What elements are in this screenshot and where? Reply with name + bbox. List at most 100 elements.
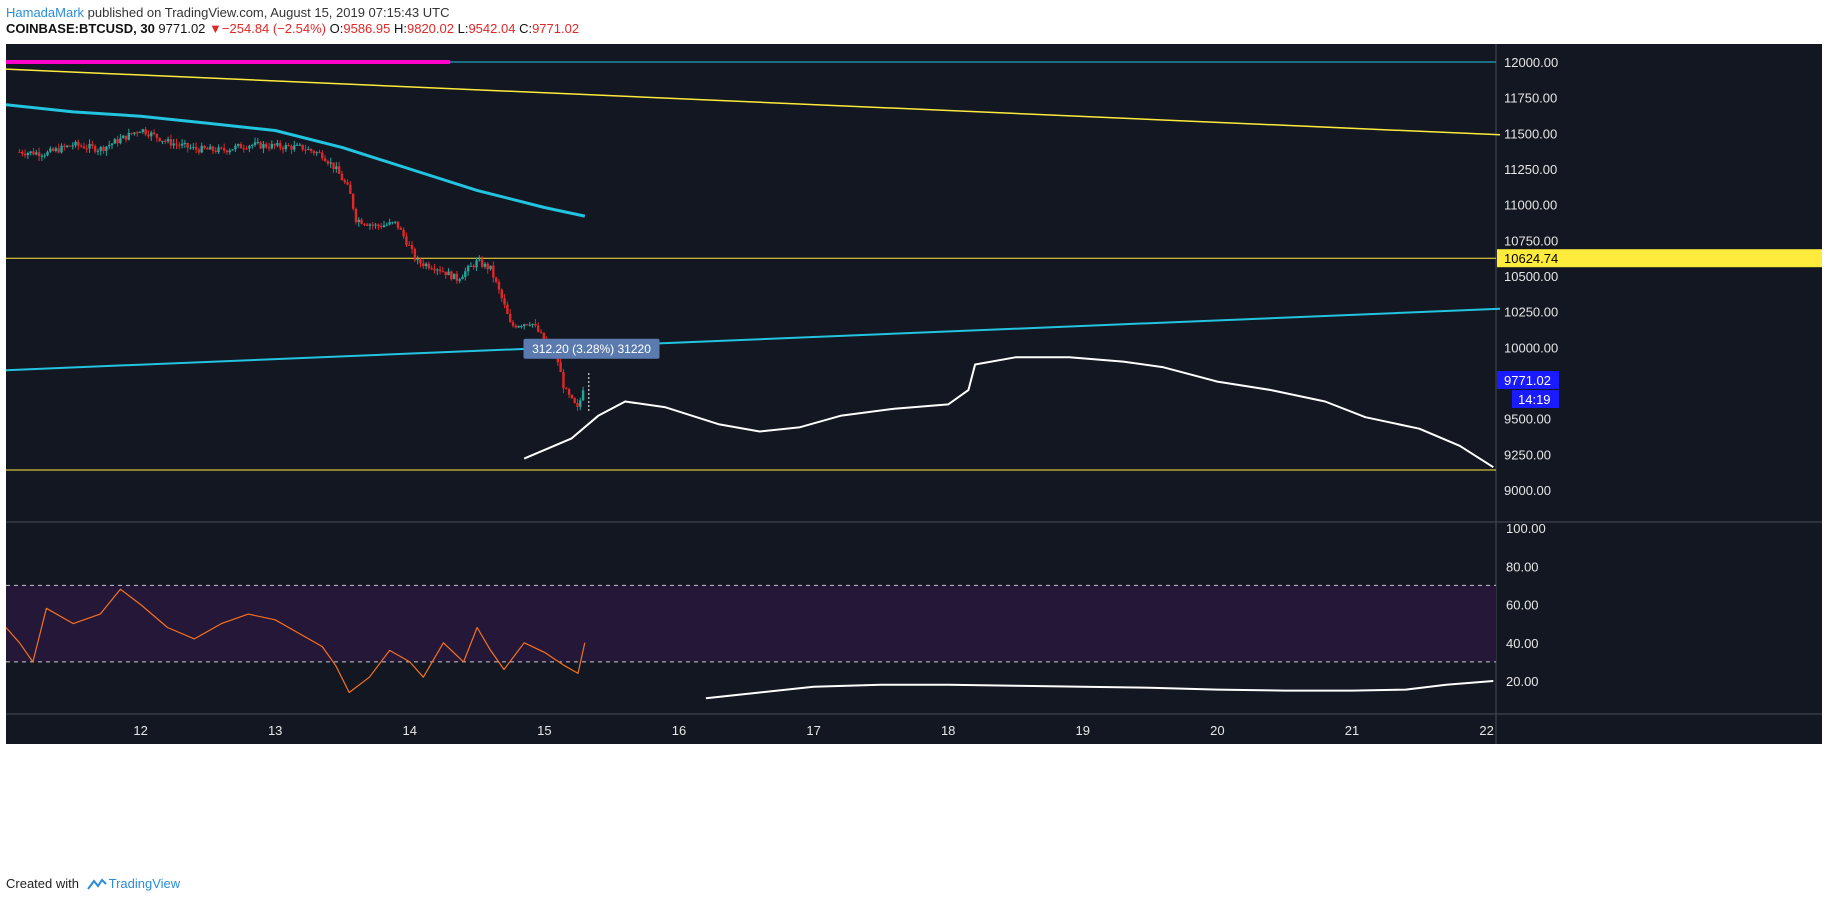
candle-body: [206, 148, 209, 150]
chart-svg[interactable]: 312.20 (3.28%) 31220 12000.00 11750.00 1150…: [5, 44, 1822, 834]
rsi-axis-tick-label: 20.00: [1506, 674, 1539, 689]
candle-body: [65, 145, 69, 147]
candle-body: [40, 155, 44, 157]
candle-body: [340, 173, 344, 181]
candle-body: [309, 148, 313, 152]
last-price-badge: [1497, 371, 1559, 390]
high-label: H:: [393, 21, 407, 36]
candle-body: [497, 281, 501, 290]
candle-body: [37, 152, 41, 157]
candle-body: [54, 148, 58, 151]
candle-body: [363, 223, 366, 225]
candle-body: [161, 140, 164, 142]
chart-header: HamadaMark published on TradingView.com,…: [6, 0, 1822, 44]
time-axis-tick-label: 21: [1345, 723, 1359, 738]
candle-body: [23, 153, 27, 156]
candle-body: [164, 140, 167, 142]
candle-body: [276, 142, 279, 146]
candle-body: [119, 138, 122, 144]
high-value: 9820.02: [406, 21, 454, 36]
candle-body: [579, 400, 582, 407]
candle-body: [410, 245, 414, 249]
candle-body: [265, 143, 268, 148]
time-axis-tick-label: 12: [133, 723, 147, 738]
candle-body: [354, 208, 358, 223]
candle-body: [192, 146, 195, 148]
close-label: C:: [519, 21, 533, 36]
rsi-band: [6, 585, 1496, 662]
author-link[interactable]: HamadaMark: [6, 5, 85, 20]
candle-body: [262, 143, 265, 149]
price-axis-tick-label: 9000.00: [1504, 483, 1551, 498]
moving-average-line: [5, 103, 586, 218]
change-arrow-icon: ▼: [209, 21, 222, 36]
last-price-label: 9771.02: [1504, 373, 1551, 388]
candle-body: [379, 226, 383, 228]
candle-body: [427, 263, 431, 269]
candle-body: [444, 271, 447, 276]
candle-body: [349, 184, 352, 194]
price-axis-tick-label: 11000.00: [1504, 198, 1557, 213]
candle-body: [528, 324, 532, 326]
candle-body: [346, 182, 349, 185]
candle-body: [18, 151, 21, 153]
candle-body: [127, 132, 131, 140]
candle-body: [155, 133, 159, 138]
candle-body: [486, 263, 489, 270]
candle-body: [562, 372, 565, 389]
candle-body: [290, 146, 293, 150]
candle-body: [447, 271, 450, 276]
candle-body: [312, 151, 316, 154]
candle-body: [565, 388, 568, 390]
candle-body: [301, 144, 304, 150]
price-axis-tick-label: 10000.00: [1504, 340, 1558, 355]
candle-body: [458, 279, 461, 281]
time-axis-tick-label: 16: [672, 723, 686, 738]
candle-body: [396, 221, 400, 228]
price-axis-tick-label: 11500.00: [1504, 126, 1557, 141]
tradingview-link[interactable]: TradingView: [108, 876, 181, 891]
candle-body: [321, 152, 324, 159]
candle-body: [408, 244, 411, 246]
candle-body: [253, 142, 257, 146]
rsi-axis-tick-label: 60.00: [1506, 598, 1539, 613]
candle-body: [517, 326, 520, 328]
candle-body: [166, 139, 170, 142]
candle-body: [21, 151, 24, 154]
candle-body: [231, 149, 234, 151]
close-value: 9771.02: [532, 21, 580, 36]
candle-body: [567, 389, 571, 395]
candle-body: [267, 147, 271, 149]
chart-area[interactable]: 312.20 (3.28%) 31220 12000.00 11750.00 1150…: [5, 44, 1822, 834]
price-axis-tick-label: 12000.00: [1504, 55, 1558, 70]
candle-body: [57, 148, 60, 153]
candle-body: [200, 145, 203, 153]
publication-line: HamadaMark published on TradingView.com,…: [6, 5, 450, 20]
candle-body: [74, 141, 77, 146]
ohlc-line: COINBASE:BTCUSD, 30 9771.02 ▼−254.84 (−2…: [6, 21, 579, 36]
candle-body: [138, 131, 142, 133]
candle-body: [26, 152, 30, 156]
candle-body: [180, 143, 184, 146]
candle-body: [239, 144, 243, 149]
rsi-axis-tick-label: 100.00: [1506, 521, 1546, 536]
candle-body: [394, 221, 397, 223]
candle-body: [382, 225, 386, 228]
candle-body: [122, 135, 125, 139]
level-price-badge: [1497, 249, 1822, 268]
candle-body: [77, 141, 80, 146]
price-axis-tick-label: 11750.00: [1504, 91, 1557, 106]
candle-body: [433, 268, 436, 271]
candle-body: [542, 332, 546, 340]
candle-body: [130, 132, 133, 134]
price-axis-tick-label: 10750.00: [1504, 233, 1558, 248]
candle-body: [337, 166, 341, 174]
candle-body: [141, 129, 145, 132]
candle-body: [222, 148, 226, 151]
time-axis-tick-label: 19: [1076, 723, 1090, 738]
candle-body: [371, 224, 374, 226]
price-axis-tick-label: 10500.00: [1504, 269, 1558, 284]
candle-body: [469, 265, 473, 267]
candle-body: [189, 147, 192, 149]
candle-body: [323, 158, 327, 162]
